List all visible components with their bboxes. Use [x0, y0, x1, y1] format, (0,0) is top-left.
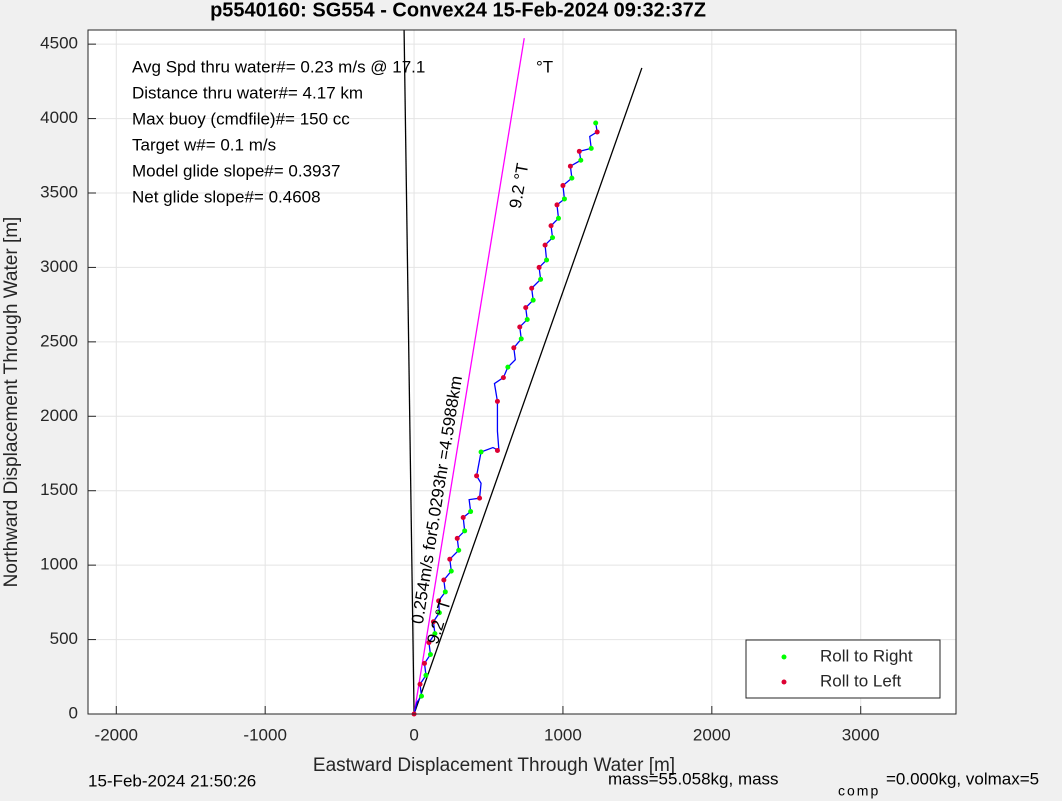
point	[560, 183, 566, 189]
point	[468, 509, 474, 515]
legend-label: Roll to Left	[820, 671, 902, 690]
info-line: Net glide slope#= 0.4608	[132, 187, 321, 206]
point	[430, 619, 436, 625]
point	[554, 202, 560, 208]
point	[505, 364, 511, 370]
legend-swatch	[781, 679, 787, 685]
point	[594, 129, 600, 135]
point	[593, 120, 599, 126]
point	[567, 163, 573, 169]
point	[436, 598, 442, 604]
point	[419, 693, 425, 699]
point	[576, 148, 582, 154]
point	[456, 547, 462, 553]
footer-left: 15-Feb-2024 21:50:26	[88, 771, 256, 790]
legend-swatch	[781, 654, 787, 660]
y-tick-label: 500	[50, 629, 78, 648]
point	[544, 257, 550, 263]
plot-area	[88, 30, 956, 714]
footer-subscript: comp	[838, 783, 880, 799]
point	[427, 651, 433, 657]
point	[550, 235, 556, 241]
x-tick-label: 1000	[544, 725, 582, 744]
point	[561, 196, 567, 202]
point	[511, 345, 517, 351]
point	[538, 276, 544, 282]
footer-right: mass=55.058kg, mass	[608, 769, 779, 788]
line	[413, 67, 643, 715]
point	[462, 528, 468, 534]
point	[536, 264, 542, 270]
point	[423, 672, 429, 678]
info-line: Target w#= 0.1 m/s	[132, 135, 276, 154]
x-axis-label: Eastward Displacement Through Water [m]	[313, 755, 675, 776]
plot-frame	[87, 29, 957, 715]
info-unit: °T	[536, 57, 553, 76]
y-tick-label: 2000	[40, 406, 78, 425]
point	[448, 568, 454, 574]
x-tick-label: 2000	[693, 725, 731, 744]
point	[518, 336, 524, 342]
point	[477, 495, 483, 501]
y-tick-label: 4000	[40, 108, 78, 127]
y-tick-label: 0	[69, 703, 78, 722]
y-tick-label: 1500	[40, 480, 78, 499]
point	[548, 223, 554, 229]
point	[478, 449, 484, 455]
x-tick-label: -1000	[243, 725, 286, 744]
point	[494, 398, 500, 404]
point	[441, 577, 447, 583]
y-tick-label: 2500	[40, 331, 78, 350]
point	[578, 157, 584, 163]
point	[523, 305, 529, 311]
info-line: Distance thru water#= 4.17 km	[132, 83, 363, 102]
x-tick-label: -2000	[95, 725, 138, 744]
point	[542, 242, 548, 248]
point	[524, 317, 530, 323]
x-tick-label: 0	[409, 725, 418, 744]
chart-title: p5540160: SG554 - Convex24 15-Feb-2024 0…	[210, 0, 706, 21]
y-tick-label: 3000	[40, 257, 78, 276]
point	[436, 610, 442, 616]
point	[588, 145, 594, 151]
y-tick-label: 3500	[40, 182, 78, 201]
point	[555, 215, 561, 221]
footer-right: =0.000kg, volmax=5	[886, 769, 1039, 788]
info-line: Model glide slope#= 0.3937	[132, 161, 340, 180]
line	[403, 29, 415, 715]
point	[460, 515, 466, 521]
info-line: Avg Spd thru water#= 0.23 m/s @ 17.1	[132, 57, 425, 76]
point	[500, 375, 506, 381]
point	[447, 556, 453, 562]
legend-box	[745, 639, 941, 699]
line	[413, 38, 525, 715]
y-axis-label: Northward Displacement Through Water [m]	[1, 217, 22, 588]
info-line: Max buoy (cmdfile)#= 150 cc	[132, 109, 350, 128]
point	[432, 631, 438, 637]
legend-label: Roll to Right	[820, 646, 913, 665]
point	[494, 448, 500, 454]
point	[569, 175, 575, 181]
x-tick-label: 3000	[842, 725, 880, 744]
point	[426, 640, 432, 646]
point	[530, 297, 536, 303]
point	[529, 285, 535, 291]
point	[421, 660, 427, 666]
y-tick-label: 1000	[40, 555, 78, 574]
y-tick-label: 4500	[40, 34, 78, 53]
point	[442, 589, 448, 595]
point	[417, 681, 423, 687]
point	[474, 473, 480, 479]
point	[517, 324, 523, 330]
point	[454, 535, 460, 541]
